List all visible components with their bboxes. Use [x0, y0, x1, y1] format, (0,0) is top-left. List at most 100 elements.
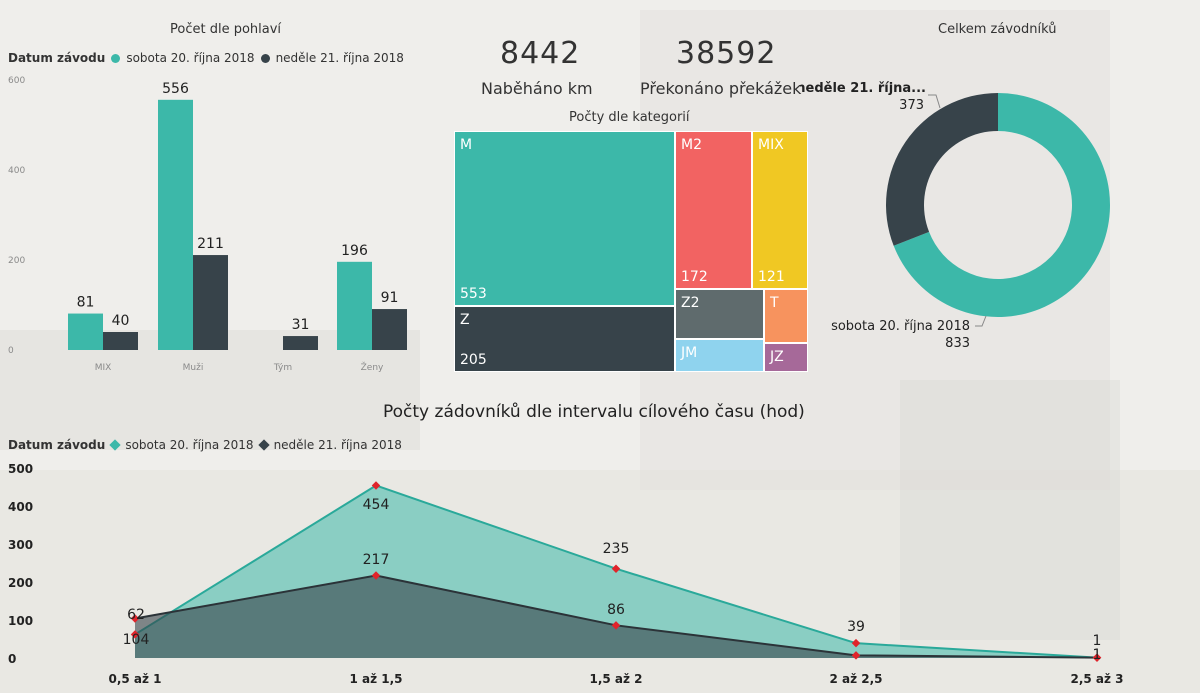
bar-Ženy-sun	[372, 309, 407, 350]
donut-label-sun: neděle 21. října...	[800, 81, 926, 96]
data-point-marker	[371, 571, 381, 580]
area-fill-sun	[135, 575, 1097, 658]
y-tick-label: 0	[8, 346, 14, 356]
legend-label-sat: sobota 20. října 2018	[126, 51, 255, 65]
donut-slice-sun	[886, 93, 998, 246]
treemap-title: Počty dle kategorií	[569, 110, 690, 125]
area-data-label: 1	[1093, 633, 1102, 649]
treemap-cell-T[interactable]: T	[764, 289, 808, 343]
gender-bar-chart: 0 200 400 600 81 40 MIX 556 211 Muži 31 Tým 196 91 Žen…	[8, 76, 407, 373]
x-tick-label: MIX	[95, 363, 112, 373]
area-data-label: 104	[123, 632, 150, 648]
y-tick-label: 200	[8, 256, 25, 266]
legend-label-sun: neděle 21. října 2018	[273, 438, 402, 452]
x-tick-label: 1,5 až 2	[589, 672, 642, 686]
bar-Muži-sun	[193, 255, 228, 350]
legend-title: Datum závodu	[8, 438, 106, 452]
treemap-value: 553	[460, 286, 487, 302]
treemap-label: JZ	[770, 349, 784, 365]
legend-marker-sun	[260, 53, 270, 63]
area-data-label: 62	[127, 607, 145, 623]
participants-donut-chart: neděle 21. října... 373 sobota 20. října 2…	[800, 81, 1110, 351]
x-tick-label: 2,5 až 3	[1070, 672, 1123, 686]
treemap-value: 172	[681, 269, 708, 285]
x-tick-label: 2 až 2,5	[829, 672, 882, 686]
legend-marker-sat	[111, 53, 121, 63]
area-data-label: 235	[603, 541, 630, 557]
treemap-label: T	[770, 295, 779, 311]
donut-value-sun: 373	[899, 98, 924, 113]
treemap-label: MIX	[758, 137, 784, 153]
bar-data-label: 556	[162, 81, 189, 97]
bar-data-label: 196	[341, 243, 368, 259]
y-tick-label: 300	[8, 538, 33, 552]
treemap-label: Z	[460, 312, 470, 328]
area-chart-legend: Datum závodu sobota 20. října 2018 neděl…	[8, 438, 402, 452]
y-tick-label: 100	[8, 614, 33, 628]
kpi-km-label: Naběháno km	[481, 79, 593, 98]
treemap-value: 121	[758, 269, 785, 285]
legend-label-sat: sobota 20. října 2018	[125, 438, 254, 452]
legend-title: Datum závodu	[8, 51, 106, 65]
y-tick-label: 0	[8, 652, 16, 666]
x-tick-label: Ženy	[361, 361, 384, 373]
donut-leader-sat	[975, 315, 987, 327]
legend-marker-sat	[109, 439, 121, 451]
category-treemap: M 553 Z 205 M2 172 MIX 121 Z2 T JM JZ	[454, 131, 808, 372]
data-point-marker	[130, 614, 140, 623]
x-tick-label: 1 až 1,5	[349, 672, 402, 686]
y-tick-label: 200	[8, 576, 33, 590]
finish-time-area-chart: 0 100 200 300 400 500 62 454 235 39 1 104 217 86 1 0,5 …	[8, 462, 1124, 686]
treemap-cell-Z[interactable]: Z 205	[454, 306, 675, 372]
area-data-label: 1	[1093, 647, 1102, 663]
donut-leader-sun	[928, 94, 941, 109]
bar-data-label: 211	[197, 236, 224, 252]
x-tick-label: 0,5 až 1	[108, 672, 161, 686]
area-data-label: 454	[363, 497, 390, 513]
bar-data-label: 31	[292, 317, 310, 333]
treemap-cell-Z2[interactable]: Z2	[675, 289, 764, 339]
bar-Muži-sat	[158, 99, 193, 350]
treemap-cell-M2[interactable]: M2 172	[675, 131, 752, 289]
legend-marker-sun	[257, 439, 270, 451]
gender-chart-legend: Datum závodu sobota 20. října 2018 neděl…	[8, 51, 404, 65]
kpi-km-value: 8442	[500, 36, 581, 71]
y-tick-label: 600	[8, 76, 25, 86]
y-tick-label: 500	[8, 462, 33, 476]
treemap-label: M	[460, 137, 473, 153]
area-data-label: 39	[847, 619, 865, 635]
bar-data-label: 91	[381, 290, 399, 306]
bar-MIX-sun	[103, 332, 138, 350]
y-tick-label: 400	[8, 166, 25, 176]
data-point-marker	[851, 651, 861, 660]
treemap-cell-M[interactable]: M 553	[454, 131, 675, 306]
area-data-label: 217	[363, 552, 390, 568]
treemap-label: M2	[681, 137, 702, 153]
donut-title: Celkem závodníků	[938, 22, 1057, 37]
gender-chart-title: Počet dle pohlaví	[170, 22, 282, 37]
y-tick-label: 400	[8, 500, 33, 514]
kpi-obstacles-value: 38592	[676, 36, 777, 71]
x-tick-label: Muži	[183, 363, 204, 373]
kpi-obstacles-label: Překonáno překážek	[640, 79, 802, 98]
treemap-cell-JZ[interactable]: JZ	[764, 343, 808, 372]
bar-data-label: 40	[112, 313, 130, 329]
area-chart-title: Počty zádovníků dle intervalu cílového č…	[383, 402, 805, 422]
bar-data-label: 81	[77, 295, 95, 311]
area-data-label: 86	[607, 602, 625, 618]
treemap-cell-JM[interactable]: JM	[675, 339, 764, 372]
x-tick-label: Tým	[273, 363, 292, 373]
treemap-label: Z2	[681, 295, 700, 311]
donut-label-sat: sobota 20. října 2018	[831, 319, 970, 334]
treemap-cell-MIX[interactable]: MIX 121	[752, 131, 808, 289]
data-point-marker	[371, 481, 381, 490]
treemap-value: 205	[460, 352, 487, 368]
bar-Ženy-sat	[337, 261, 372, 350]
legend-label-sun: neděle 21. října 2018	[275, 51, 404, 65]
treemap-label: JM	[681, 345, 698, 361]
donut-slice-sat	[893, 93, 1110, 317]
bar-Tým-sun	[283, 336, 318, 350]
donut-value-sat: 833	[945, 336, 970, 351]
bar-MIX-sat	[68, 313, 103, 350]
